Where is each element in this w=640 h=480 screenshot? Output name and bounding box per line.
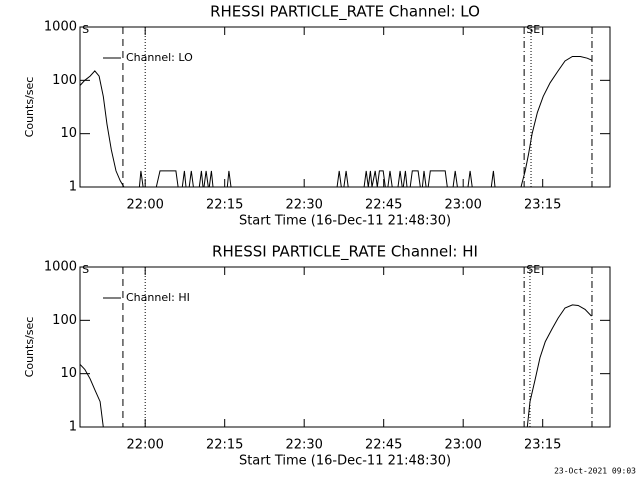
annotation: SE <box>526 263 540 276</box>
x-axis-label: Start Time (16-Dec-11 21:48:30) <box>239 214 451 229</box>
chart-title: RHESSI PARTICLE_RATE Channel: HI <box>212 243 478 262</box>
data-line <box>79 304 592 428</box>
x-tick-label: 22:45 <box>365 438 402 453</box>
x-axis-label: Start Time (16-Dec-11 21:48:30) <box>239 454 451 469</box>
x-tick-label: 23:15 <box>524 198 561 213</box>
plot-frame <box>79 26 611 188</box>
x-tick-label: 22:00 <box>126 438 163 453</box>
y-tick-label: 1000 <box>44 260 77 275</box>
legend-label: Channel: LO <box>126 51 193 64</box>
y-axis-label: Counts/sec <box>23 77 36 138</box>
y-tick-label: 100 <box>52 313 77 328</box>
y-tick-label: 1 <box>69 180 77 195</box>
annotation: SE <box>526 23 540 36</box>
chart-title: RHESSI PARTICLE_RATE Channel: LO <box>210 3 480 22</box>
legend-label: Channel: HI <box>126 291 190 304</box>
y-tick-label: 1000 <box>44 20 77 35</box>
annotation: S <box>82 263 89 276</box>
plot-frame <box>79 266 611 428</box>
x-tick-label: 22:15 <box>206 438 243 453</box>
x-tick-label: 22:30 <box>285 438 322 453</box>
y-tick-label: 10 <box>60 126 77 141</box>
x-tick-label: 22:00 <box>126 198 163 213</box>
x-tick-label: 23:00 <box>444 198 481 213</box>
y-tick-label: 1 <box>69 420 77 435</box>
annotation: S <box>82 23 89 36</box>
y-tick-label: 10 <box>60 366 77 381</box>
y-axis-label: Counts/sec <box>23 317 36 378</box>
x-tick-label: 23:15 <box>524 438 561 453</box>
y-tick-label: 100 <box>52 73 77 88</box>
x-tick-label: 22:15 <box>206 198 243 213</box>
x-tick-label: 22:45 <box>365 198 402 213</box>
data-line <box>79 56 592 188</box>
timestamp: 23-Oct-2021 09:03 <box>554 467 636 476</box>
x-tick-label: 22:30 <box>285 198 322 213</box>
x-tick-label: 23:00 <box>444 438 481 453</box>
